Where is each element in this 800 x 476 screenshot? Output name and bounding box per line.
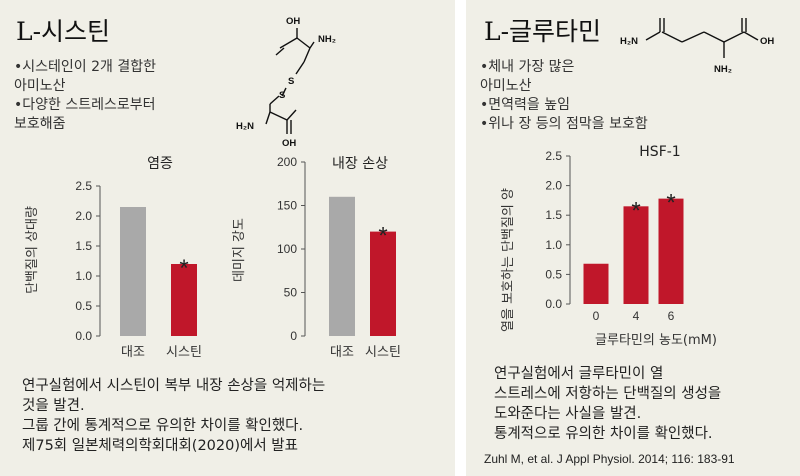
bar: [658, 198, 684, 304]
cystine-note-line-2: 것을 발견.: [22, 398, 85, 414]
y-tick-label: 0.5: [75, 299, 92, 313]
glutamine-bullet-2: •면역력을 높임: [480, 97, 570, 113]
glutamine-bullet-1: •체내 가장 많은: [480, 59, 575, 75]
y-tick-label: 0.5: [545, 267, 562, 281]
category-label: 시스틴: [166, 345, 202, 360]
inflammation-chart: 염증 단백질의 상대량 0.0 0.5 1.0 1.5 2.0 2.5 대조 시스틴 *: [25, 156, 202, 360]
category-label: 0: [593, 309, 600, 323]
cystine-bullet-2: •다양한 스트레스로부터: [14, 97, 156, 113]
hsf1-y-axis-label: 열을 보호하는 단백질의 양: [501, 188, 516, 332]
bar: [171, 264, 197, 336]
cystine-title: L-시스틴: [16, 17, 111, 46]
visceral-damage-chart: 내장 손상 데미지 강도 0 50 100 150 200 대조 시스틴 *: [232, 155, 401, 360]
hsf1-chart: HSF-1 열을 보호하는 단백질의 양 글루타민의 농도(mM) 0.0 0.5…: [501, 144, 717, 348]
glutamine-bullet-3: •위나 장 등의 점막을 보호함: [480, 116, 648, 132]
glutamine-note-line-4: 통계적으로 유의한 차이를 확인했다.: [494, 426, 713, 442]
significance-asterisk: *: [378, 223, 387, 250]
cystine-nh2-label: NH₂: [318, 34, 336, 45]
cystine-s1-label: S: [288, 76, 294, 87]
glutamine-title: L-글루타민: [484, 17, 602, 46]
y-tick-label: 0.0: [75, 329, 92, 343]
y-tick-label: 1.5: [75, 239, 92, 253]
inflammation-y-axis-label: 단백질의 상대량: [25, 206, 40, 294]
y-tick-label: 2.5: [75, 179, 92, 193]
significance-asterisk: *: [631, 197, 640, 224]
y-tick-label: 50: [284, 286, 298, 300]
bar: [583, 263, 609, 304]
glutamine-oh-label: OH: [760, 36, 774, 47]
hsf1-chart-title: HSF-1: [639, 144, 680, 160]
bar: [329, 196, 355, 336]
glutamine-nh2-label: NH₂: [714, 64, 732, 75]
cystine-bullet-1-cont: 아미노산: [14, 78, 66, 94]
category-label: 6: [668, 309, 675, 323]
y-tick-label: 0: [290, 329, 297, 343]
y-tick-label: 2.5: [545, 149, 562, 163]
cystine-oh-bottom-label: OH: [282, 138, 296, 149]
damage-chart-title: 내장 손상: [332, 156, 388, 172]
cystine-note-line-1: 연구실험에서 시스틴이 복부 내장 손상을 억제하는: [22, 378, 326, 394]
inflammation-chart-title: 염증: [147, 156, 173, 172]
category-label: 4: [633, 309, 640, 323]
y-tick-label: 100: [277, 242, 297, 256]
glutamine-note-line-3: 도와준다는 사실을 발견.: [494, 406, 642, 422]
cystine-bullet-1: •시스테인이 2개 결합한: [14, 59, 156, 75]
bar: [120, 207, 146, 336]
glutamine-note-line-2: 스트레스에 저항하는 단백질의 생성을: [494, 386, 722, 402]
bar: [370, 231, 396, 336]
cystine-oh-label: OH: [286, 16, 300, 27]
glutamine-structure-diagram: H₂N OH NH₂: [620, 18, 774, 75]
glutamine-panel: L-글루타민 •체내 가장 많은 아미노산 •면역력을 높임 •위나 장 등의 …: [466, 0, 800, 476]
cystine-s2-label: S: [279, 90, 285, 101]
y-tick-label: 1.5: [545, 208, 562, 222]
bar: [623, 206, 649, 304]
cystine-note-line-4: 제75회 일본체력의학회대회(2020)에서 발표: [22, 438, 298, 454]
y-tick-label: 150: [277, 199, 297, 213]
y-tick-label: 1.0: [75, 269, 92, 283]
significance-asterisk: *: [666, 190, 675, 217]
significance-asterisk: *: [179, 255, 188, 282]
cystine-structure-diagram: OH NH₂ S S H₂N OH: [236, 16, 336, 149]
cystine-bullet-2-cont: 보호해줌: [14, 116, 66, 132]
y-tick-label: 0.0: [545, 297, 562, 311]
glutamine-note-line-1: 연구실험에서 글루타민이 열: [494, 366, 664, 382]
y-tick-label: 1.0: [545, 238, 562, 252]
glutamine-h2n-label: H₂N: [620, 36, 638, 47]
y-tick-label: 2.0: [75, 209, 92, 223]
cystine-panel: L-시스틴 •시스테인이 2개 결합한 아미노산 •다양한 스트레스로부터 보호…: [0, 0, 455, 476]
category-label: 대조: [121, 345, 145, 360]
glutamine-bullet-1-cont: 아미노산: [480, 78, 532, 94]
cystine-note-line-3: 그룹 간에 통계적으로 유의한 차이를 확인했다.: [22, 418, 304, 434]
category-label: 대조: [330, 345, 354, 360]
damage-y-axis-label: 데미지 강도: [232, 218, 247, 282]
citation: Zuhl M, et al. J Appl Physiol. 2014; 116…: [484, 452, 735, 466]
y-tick-label: 2.0: [545, 179, 562, 193]
hsf1-x-axis-label: 글루타민의 농도(mM): [595, 333, 717, 348]
category-label: 시스틴: [365, 345, 401, 360]
cystine-h2n-label: H₂N: [236, 121, 254, 132]
y-tick-label: 200: [277, 155, 297, 169]
